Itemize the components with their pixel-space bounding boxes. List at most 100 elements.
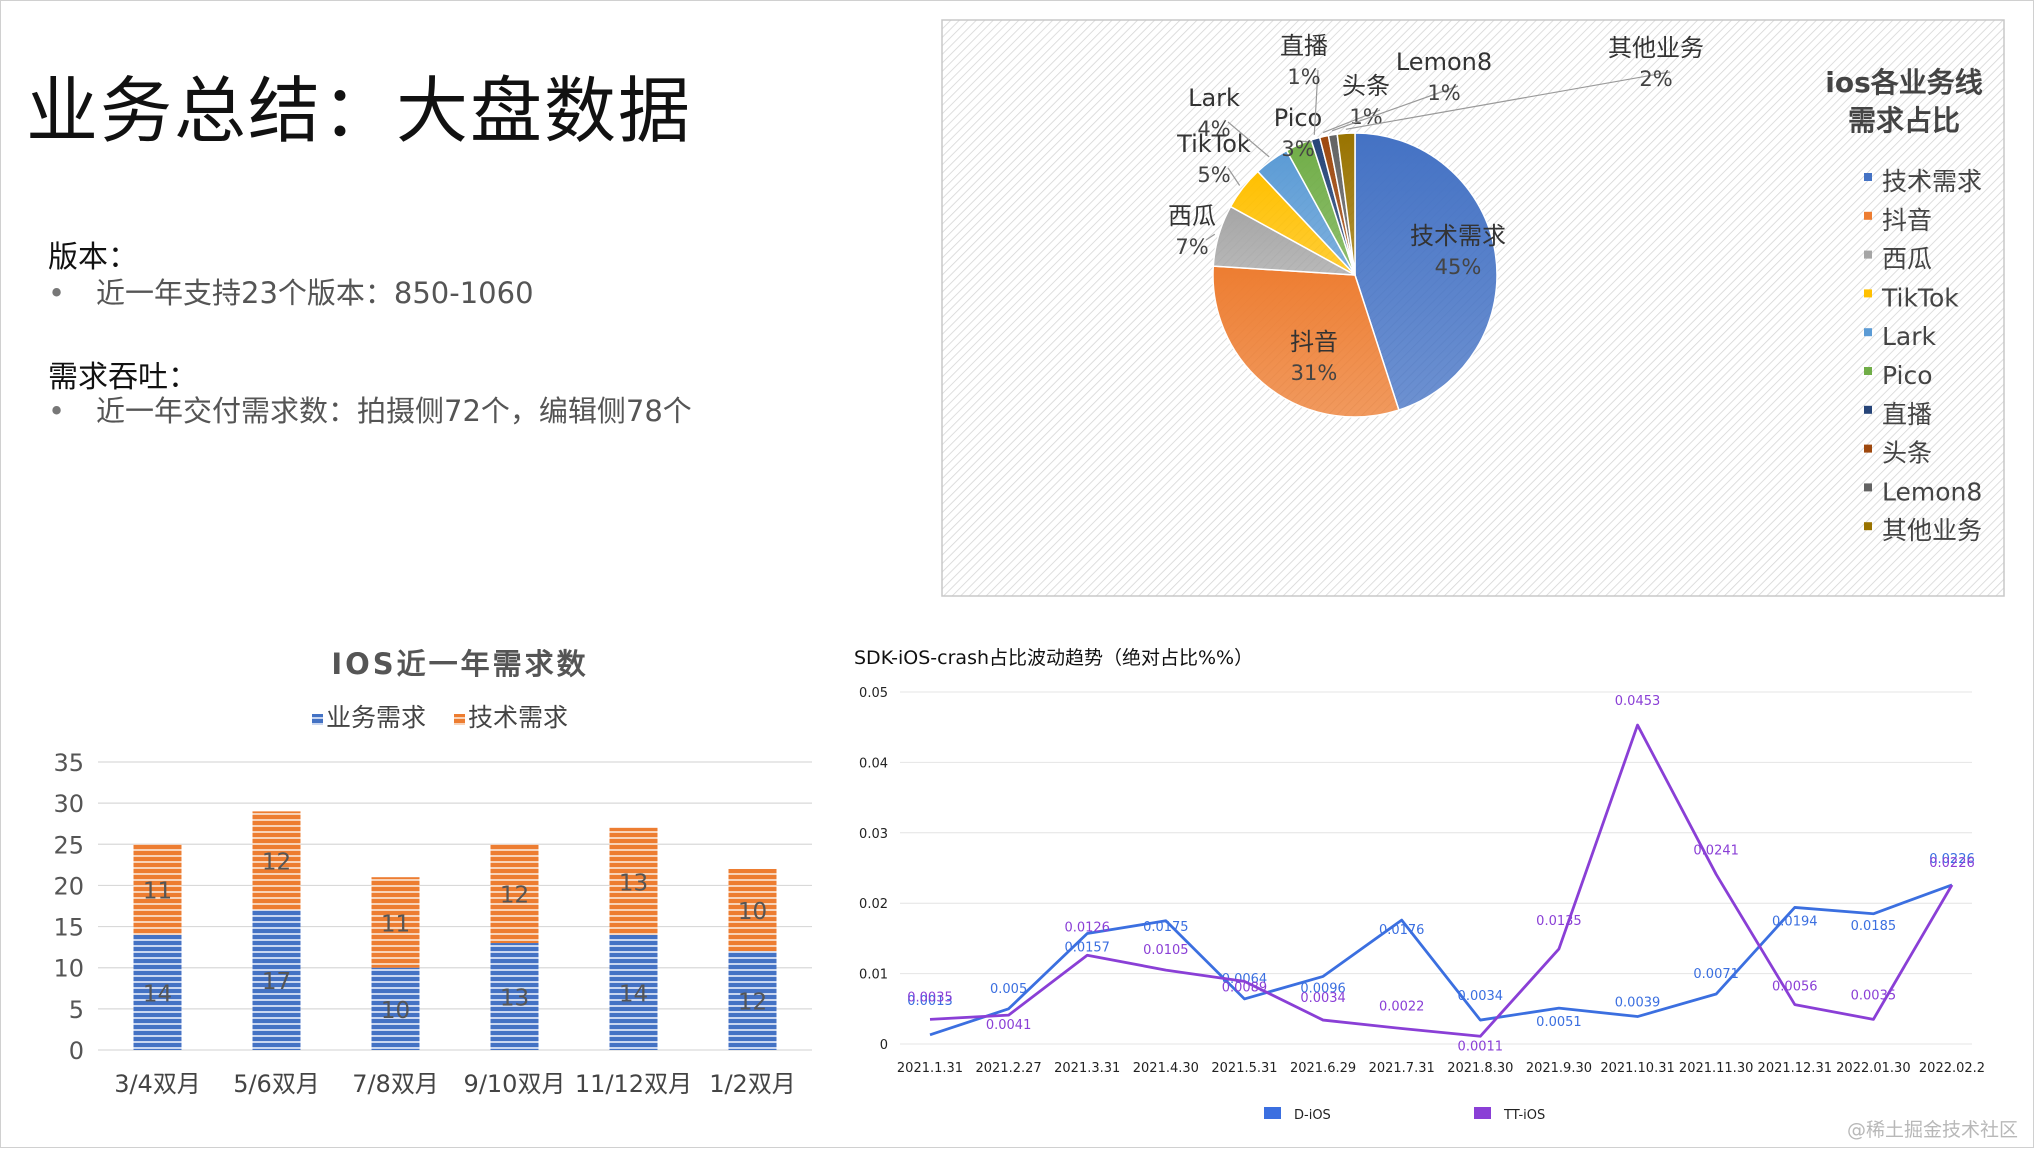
line-point-label-0-6: 0.0176 bbox=[1379, 923, 1425, 938]
line-point-label-0-9: 0.0039 bbox=[1615, 996, 1661, 1011]
line-point-label-0-4: 0.0064 bbox=[1222, 972, 1268, 987]
line-xtick-label-13: 2022.02.2 bbox=[1919, 1061, 1985, 1076]
line-point-label-1-3: 0.0105 bbox=[1143, 943, 1189, 958]
pie-legend-swatch-1 bbox=[1864, 211, 1872, 220]
line-point-label-1-5: 0.0034 bbox=[1300, 991, 1346, 1006]
bar-value-label-1-4: 13 bbox=[619, 870, 648, 896]
bullet-text: 近一年支持23个版本：850-1060 bbox=[96, 276, 534, 310]
pie-slice-label-6: 直播 bbox=[1280, 32, 1328, 60]
pie-leader-line-8 bbox=[1331, 85, 1459, 132]
bar-ytick-label-7: 35 bbox=[53, 749, 84, 777]
line-point-label-0-8: 0.0051 bbox=[1536, 1015, 1582, 1030]
bar-业务需求-4 bbox=[609, 934, 658, 1050]
line-ytick-label-4: 0.04 bbox=[859, 756, 888, 771]
pie-slice-pct-3: 5% bbox=[1197, 163, 1230, 187]
pie-legend-label-9: 其他业务 bbox=[1882, 516, 1982, 545]
bar-技术需求-1 bbox=[252, 811, 301, 911]
bar-value-label-1-3: 12 bbox=[500, 883, 529, 909]
pie-legend-label-6: 直播 bbox=[1882, 400, 1932, 429]
bar-category-label-1: 5/6双月 bbox=[233, 1070, 320, 1098]
line-xtick-label-11: 2021.12.31 bbox=[1758, 1061, 1832, 1076]
pie-slice-label-9: 其他业务 bbox=[1608, 34, 1704, 62]
pie-slice-pct-6: 1% bbox=[1287, 65, 1320, 89]
bar-legend: 业务需求 技术需求 bbox=[312, 703, 568, 732]
bar-技术需求-2 bbox=[371, 877, 420, 968]
bar-category-label-3: 9/10双月 bbox=[464, 1070, 566, 1098]
line-point-label-1-2: 0.0126 bbox=[1064, 920, 1110, 935]
bar-chart-title: IOS近一年需求数 bbox=[331, 647, 588, 681]
line-xtick-label-5: 2021.6.29 bbox=[1290, 1061, 1356, 1076]
line-xtick-label-10: 2021.11.30 bbox=[1679, 1061, 1753, 1076]
bar-ytick-label-0: 0 bbox=[69, 1037, 84, 1065]
pie-slices bbox=[1212, 132, 1498, 418]
line-legend-label-1: TT-iOS bbox=[1503, 1108, 1545, 1123]
line-ytick-label-0: 0 bbox=[880, 1038, 888, 1053]
bar-value-label-1-0: 11 bbox=[143, 879, 172, 905]
bar-业务需求-5 bbox=[728, 951, 777, 1050]
line-point-label-1-12: 0.0035 bbox=[1851, 988, 1897, 1003]
bar-技术需求-0 bbox=[133, 844, 182, 935]
bar-ytick-label-6: 30 bbox=[53, 790, 84, 818]
line-grid bbox=[900, 691, 1972, 1045]
line-point-label-1-0: 0.0035 bbox=[907, 990, 953, 1005]
line-chart-title: SDK-iOS-crash占比波动趋势（绝对占比%%） bbox=[854, 647, 1253, 669]
bar-技术需求-3 bbox=[490, 844, 539, 944]
line-point-label-0-2: 0.0157 bbox=[1064, 940, 1110, 955]
bullet-dot-icon: • bbox=[48, 276, 66, 310]
line-point-label-0-10: 0.0071 bbox=[1693, 967, 1739, 982]
pie-legend-label-5: Pico bbox=[1882, 361, 1933, 390]
pie-slice-9 bbox=[1336, 132, 1356, 276]
line-point-label-1-8: 0.0135 bbox=[1536, 914, 1582, 929]
bar-legend-label-0: 业务需求 bbox=[326, 703, 426, 732]
line-point-label-0-0: 0.0013 bbox=[907, 994, 953, 1009]
pie-slice-label-0: 技术需求 bbox=[1410, 222, 1506, 250]
page-title: 业务总结：大盘数据 bbox=[26, 69, 693, 153]
section-heading-version: 版本： bbox=[48, 240, 138, 275]
bar-value-label-0-3: 13 bbox=[500, 986, 529, 1012]
pie-legend-label-3: TikTok bbox=[1881, 283, 1959, 312]
pie-legend-label-0: 技术需求 bbox=[1882, 167, 1982, 196]
pie-leader-line-9 bbox=[1345, 71, 1671, 130]
pie-legend-swatch-9 bbox=[1864, 522, 1872, 531]
bar-value-label-0-2: 10 bbox=[381, 998, 410, 1024]
pie-leader-line-6 bbox=[1313, 69, 1319, 135]
line-chart: SDK-iOS-crash占比波动趋势（绝对占比%%） 0.00130.0050… bbox=[854, 647, 1985, 1123]
pie-slice-pct-0: 45% bbox=[1435, 255, 1482, 279]
pie-chart: 技术需求 45% 抖音 31% 西瓜 7% TikTok 5% Lark 4% Pico 3% 直播 1%… bbox=[941, 19, 2005, 597]
bar-业务需求-3 bbox=[490, 943, 539, 1050]
line-xtick-label-1: 2021.2.27 bbox=[976, 1061, 1042, 1076]
pie-slice-label-1: 抖音 bbox=[1290, 328, 1338, 356]
line-ytick-label-1: 0.01 bbox=[859, 968, 888, 983]
bar-category-label-0: 3/4双月 bbox=[114, 1070, 201, 1098]
pie-slice-pct-4: 4% bbox=[1197, 117, 1230, 141]
line-point-label-1-11: 0.0056 bbox=[1772, 980, 1818, 995]
line-xtick-label-12: 2022.01.30 bbox=[1836, 1061, 1910, 1076]
line-series-TT-iOS bbox=[929, 723, 1954, 1038]
line-point-label-0-12: 0.0185 bbox=[1851, 919, 1897, 934]
pie-slice-label-7: 头条 bbox=[1342, 72, 1390, 100]
bar-ytick-label-1: 5 bbox=[69, 996, 84, 1024]
bar-业务需求-1 bbox=[252, 910, 301, 1050]
pie-leader-line-7 bbox=[1322, 109, 1381, 134]
line-point-label-0-11: 0.0194 bbox=[1772, 914, 1818, 929]
section-heading-throughput: 需求吞吐： bbox=[48, 360, 198, 395]
line-xtick-label-7: 2021.8.30 bbox=[1447, 1061, 1513, 1076]
bar-value-label-0-0: 14 bbox=[143, 981, 172, 1007]
watermark: @稀土掘金技术社区 bbox=[1846, 1119, 2018, 1141]
line-xtick-label-8: 2021.9.30 bbox=[1526, 1061, 1592, 1076]
pie-slice-label-3: TikTok bbox=[1176, 130, 1251, 158]
pie-slice-pct-8: 1% bbox=[1427, 81, 1460, 105]
bar-axis: 0 5 10 15 20 25 30 35 3/4双月 5/6双月 7/8双月 9/10双月 11/12… bbox=[53, 749, 795, 1098]
line-point-label-1-7: 0.0011 bbox=[1458, 1039, 1504, 1054]
pie-legend-swatch-6 bbox=[1864, 405, 1872, 414]
line-xtick-label-6: 2021.7.31 bbox=[1369, 1061, 1435, 1076]
line-point-label-1-6: 0.0022 bbox=[1379, 1000, 1425, 1015]
line-xtick-label-0: 2021.1.31 bbox=[897, 1061, 963, 1076]
pie-leader-line-5 bbox=[1296, 140, 1313, 143]
pie-slice-1 bbox=[1212, 265, 1400, 418]
line-xtick-label-2: 2021.3.31 bbox=[1054, 1061, 1120, 1076]
bar-ytick-label-2: 10 bbox=[53, 955, 84, 983]
line-legend-label-0: D-iOS bbox=[1294, 1108, 1331, 1123]
